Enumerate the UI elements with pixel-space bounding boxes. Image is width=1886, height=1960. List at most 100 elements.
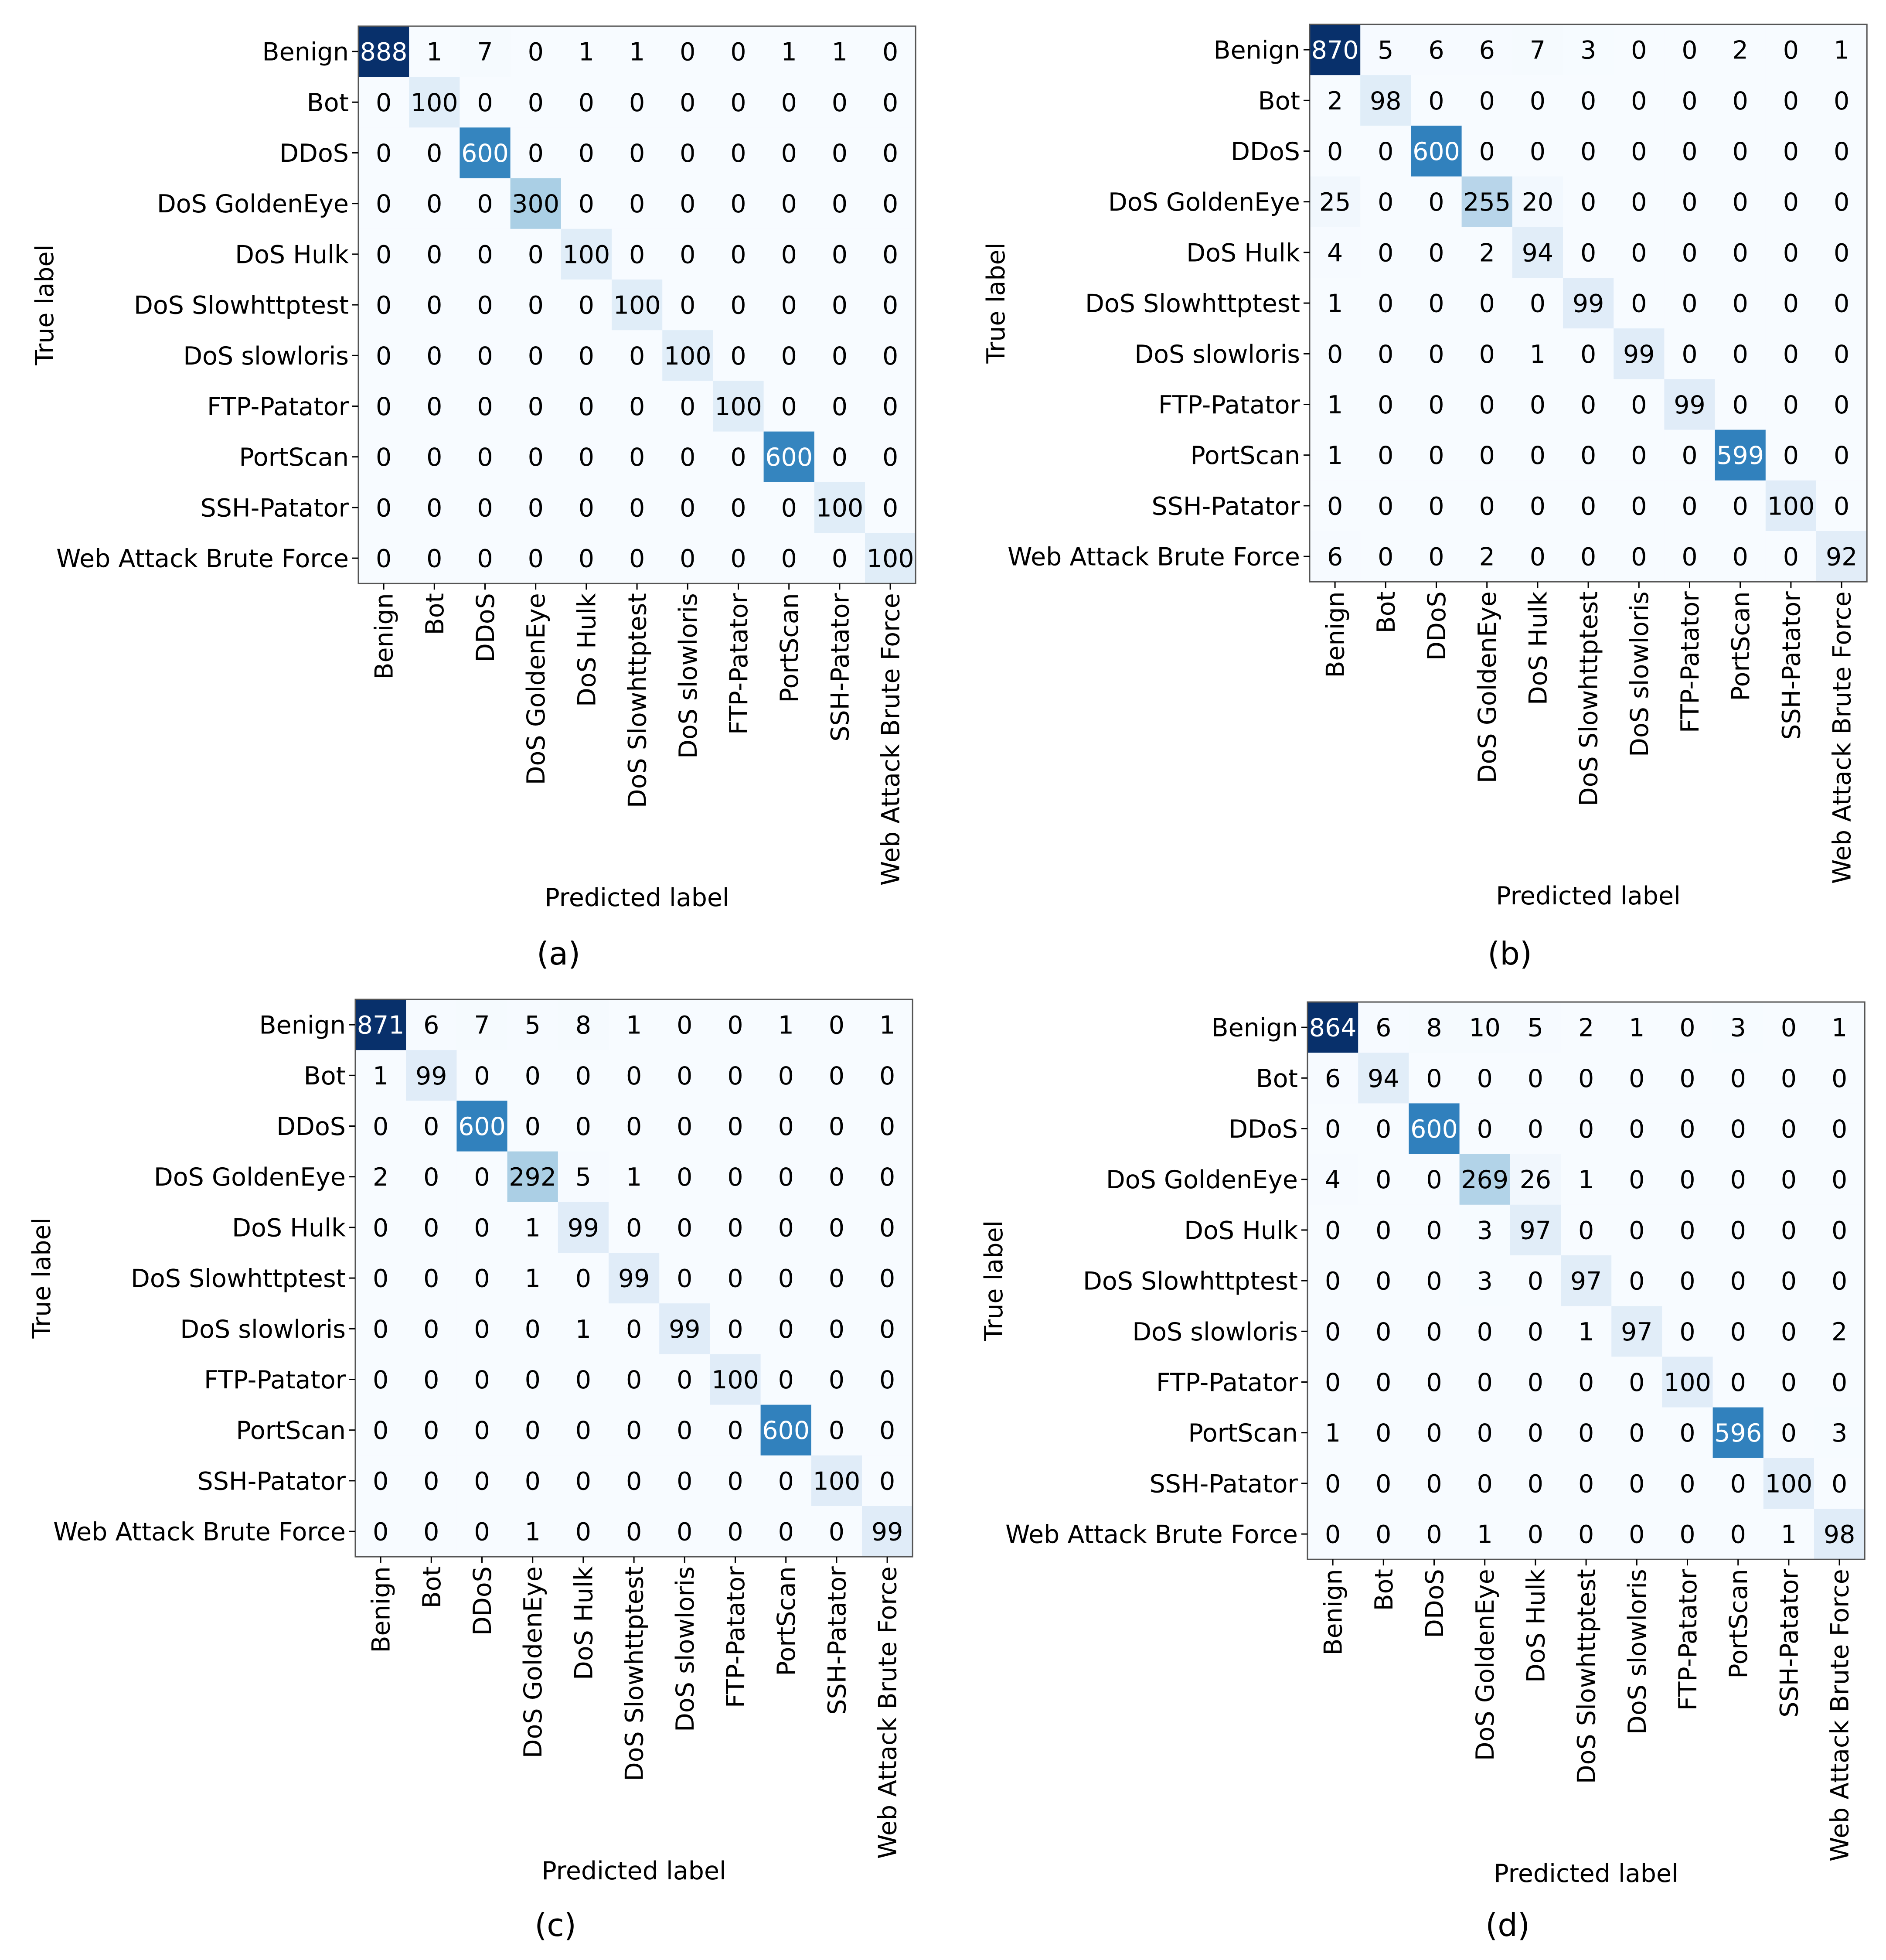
cell-value-label: 0: [477, 89, 493, 117]
cell-value-label: 0: [832, 545, 848, 573]
cell-value-label: 0: [1629, 1115, 1644, 1144]
cell-value-label: 0: [528, 545, 544, 573]
x-tick-label: DoS Slowhttptest: [620, 1566, 649, 1781]
matrix-cell: [1510, 1509, 1561, 1560]
cell-value-label: 0: [680, 190, 695, 218]
matrix-cell: [865, 381, 916, 432]
matrix-cell: [1360, 328, 1411, 379]
x-tick-label: Bot: [421, 593, 449, 635]
cell-value-label: 0: [832, 190, 848, 218]
cell-value-label: 871: [357, 1011, 405, 1040]
cell-value-label: 0: [832, 443, 848, 472]
cell-value-label: 0: [832, 291, 848, 320]
cell-value-label: 0: [832, 139, 848, 168]
matrix-cell: [1715, 531, 1766, 582]
cell-value-label: 0: [677, 1366, 692, 1394]
cell-value-label: 0: [1426, 1166, 1442, 1194]
cell-value-label: 0: [528, 240, 544, 269]
cell-value-label: 1: [626, 1011, 642, 1040]
matrix-cell: [1611, 1154, 1662, 1205]
matrix-cell: [358, 381, 409, 432]
panel-caption: (c): [534, 1907, 576, 1943]
matrix-cell: [1561, 1458, 1612, 1509]
matrix-cell: [1561, 1154, 1612, 1205]
matrix-cell: [355, 1404, 406, 1456]
cell-value-label: 0: [1479, 492, 1495, 521]
matrix-cell: [507, 1050, 558, 1101]
cell-value-label: 0: [423, 1265, 439, 1293]
matrix-cell: [1409, 1357, 1460, 1408]
cell-value-label: 0: [781, 494, 797, 522]
matrix-cell: [507, 1404, 558, 1456]
cell-value-label: 0: [579, 291, 594, 320]
matrix-cell: [1765, 75, 1817, 126]
cell-value-label: 0: [1781, 1216, 1797, 1245]
matrix-cell: [1459, 1255, 1511, 1306]
cell-value-label: 0: [1730, 1115, 1746, 1144]
matrix-cell: [1816, 126, 1867, 177]
cell-value-label: 2: [1733, 36, 1748, 65]
matrix-cell: [763, 381, 815, 432]
cell-value-label: 0: [474, 1062, 490, 1091]
cell-value-label: 0: [1375, 1469, 1391, 1498]
matrix-cell: [406, 1455, 457, 1507]
matrix-cell: [561, 533, 612, 584]
matrix-cell: [811, 1354, 862, 1405]
matrix-cell: [1307, 1509, 1358, 1560]
y-axis-title: True label: [27, 1218, 56, 1339]
matrix-cell: [1360, 531, 1411, 582]
cell-value-label: 0: [373, 1366, 388, 1394]
x-tick-label: DDoS: [468, 1566, 497, 1636]
matrix-cell: [456, 1101, 508, 1152]
cell-value-label: 0: [727, 1112, 743, 1141]
matrix-cell: [355, 999, 406, 1050]
cell-value-label: 1: [579, 38, 594, 67]
cell-value-label: 0: [1783, 290, 1799, 318]
cell-value-label: 99: [669, 1315, 701, 1344]
panel-caption: (a): [537, 935, 580, 972]
matrix-cell: [1664, 480, 1716, 532]
cell-value-label: 0: [1781, 1267, 1797, 1296]
cell-value-label: 97: [1621, 1318, 1653, 1346]
matrix-cell: [1360, 480, 1411, 532]
matrix-cell: [355, 1354, 406, 1405]
matrix-cell: [609, 1455, 660, 1507]
matrix-cell: [811, 1303, 862, 1354]
matrix-cell: [865, 26, 916, 77]
matrix-cell: [763, 533, 815, 584]
cell-value-label: 0: [1783, 391, 1799, 419]
matrix-cell: [1510, 1002, 1561, 1053]
cell-value-label: 3: [1580, 36, 1596, 65]
cell-value-label: 0: [528, 494, 544, 522]
cell-value-label: 0: [1580, 137, 1596, 166]
cell-value-label: 0: [1530, 391, 1546, 419]
cell-value-label: 0: [730, 342, 746, 371]
cell-value-label: 0: [1834, 391, 1849, 419]
cell-value-label: 0: [1682, 290, 1697, 318]
cell-value-label: 0: [832, 89, 848, 117]
matrix-cell: [814, 178, 865, 229]
cell-value-label: 0: [1834, 441, 1849, 470]
x-tick-label: Web Attack Brute Force: [877, 593, 906, 886]
matrix-cell: [460, 381, 511, 432]
cell-value-label: 3: [1832, 1419, 1847, 1448]
cell-value-label: 25: [1319, 188, 1351, 217]
cell-value-label: 0: [1378, 188, 1393, 217]
matrix-cell: [406, 1404, 457, 1456]
cell-value-label: 0: [1834, 87, 1849, 116]
cell-value-label: 0: [1679, 1469, 1695, 1498]
matrix-cell: [1358, 1204, 1409, 1256]
cell-value-label: 0: [1528, 1267, 1543, 1296]
cell-value-label: 0: [1629, 1419, 1644, 1448]
matrix-cell: [862, 1455, 913, 1507]
matrix-cell: [1715, 75, 1766, 126]
cell-value-label: 0: [373, 1213, 388, 1242]
matrix-cell: [763, 280, 815, 331]
matrix-cell: [1816, 75, 1867, 126]
y-tick-label: DoS slowloris: [183, 342, 349, 371]
matrix-cell: [1662, 1306, 1713, 1357]
matrix-cell: [507, 1455, 558, 1507]
matrix-cell: [507, 999, 558, 1050]
cell-value-label: 0: [1325, 1318, 1341, 1346]
